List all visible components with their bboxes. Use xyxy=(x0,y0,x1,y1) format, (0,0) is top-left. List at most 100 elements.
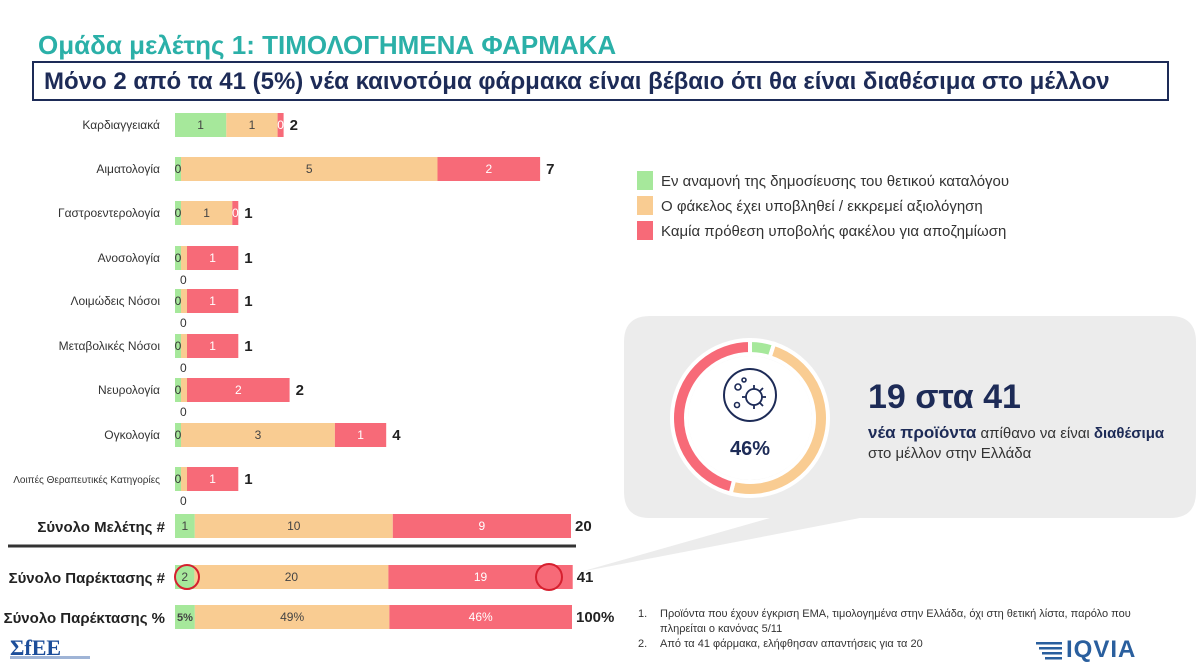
summary-value-label: 10 xyxy=(287,519,301,533)
callout-rest-2: στο μέλλον στην Ελλάδα xyxy=(868,445,1032,462)
bar-segment xyxy=(187,289,239,313)
callout-subtext: νέα προϊόντα απίθανο να είναι διαθέσιμα … xyxy=(868,423,1168,464)
footnote: 1. Προϊόντα που έχουν έγκριση EMA, τιμολ… xyxy=(638,607,1158,637)
bar-total-label: 1 xyxy=(244,338,252,355)
bar-segment xyxy=(181,423,335,447)
bar-value-label: 0 xyxy=(175,206,182,220)
category-label: Λοιμώδεις Νόσοι xyxy=(70,294,160,308)
bar-segment xyxy=(181,334,187,358)
summary-label: Σύνολο Παρέκτασης % xyxy=(4,610,165,627)
legend-swatch-green xyxy=(637,171,653,190)
legend-label: Καμία πρόθεση υποβολής φακέλου για αποζη… xyxy=(661,223,1007,240)
bar-value-label: 1 xyxy=(357,428,364,442)
bar-total-label: 1 xyxy=(244,205,252,222)
bar-zero-label: 0 xyxy=(180,316,187,330)
bar-value-label: 0 xyxy=(277,118,284,132)
bar-segment xyxy=(187,246,239,270)
bar-value-label: 1 xyxy=(209,339,216,353)
bar-value-label: 0 xyxy=(175,294,182,308)
summary-value-label: 5% xyxy=(177,612,193,624)
summary-bar-segment xyxy=(194,565,389,589)
callout-text: 19 στα 41 νέα προϊόντα απίθανο να είναι … xyxy=(868,378,1168,464)
bar-zero-label: 0 xyxy=(180,405,187,419)
category-label: Αιματολογία xyxy=(96,162,160,176)
headline-box: Μόνο 2 από τα 41 (5%) νέα καινοτόμα φάρμ… xyxy=(32,61,1169,101)
summary-value-label: 9 xyxy=(479,519,486,533)
bar-value-label: 2 xyxy=(235,383,242,397)
legend-label: Ο φάκελος έχει υποβληθεί / εκκρεμεί αξιο… xyxy=(661,198,983,215)
footnote-number: 1. xyxy=(638,608,648,620)
bar-segment xyxy=(175,378,181,402)
bar-segment xyxy=(226,113,278,137)
bar-segment xyxy=(181,467,187,491)
legend-label: Εν αναμονή της δημοσίευσης του θετικού κ… xyxy=(661,173,1010,190)
highlight-circle xyxy=(174,564,200,590)
bar-segment xyxy=(175,334,181,358)
summary-bar-segment xyxy=(175,514,195,538)
summary-label: Σύνολο Παρέκτασης # xyxy=(9,570,166,587)
bar-value-label: 0 xyxy=(175,428,182,442)
bar-segment xyxy=(181,157,438,181)
bar-value-label: 0 xyxy=(175,383,182,397)
category-label: Μεταβολικές Νόσοι xyxy=(59,339,161,353)
bar-value-label: 0 xyxy=(175,162,182,176)
donut-slice xyxy=(670,337,752,496)
callout-bold-1: νέα προϊόντα xyxy=(868,423,977,442)
donut-hole xyxy=(688,356,812,480)
bar-segment xyxy=(181,201,233,225)
bar-segment xyxy=(181,289,187,313)
bar-value-label: 0 xyxy=(232,206,239,220)
callout-rest-1: απίθανο να είναι xyxy=(976,425,1094,442)
bar-total-label: 4 xyxy=(392,427,401,444)
footnote-number: 2. xyxy=(638,638,648,650)
legend-swatch-red xyxy=(637,221,653,240)
bar-total-label: 2 xyxy=(290,117,298,134)
summary-bar-segment xyxy=(389,605,572,629)
callout-headline: 19 στα 41 xyxy=(868,378,1021,416)
bar-zero-label: 0 xyxy=(180,361,187,375)
sfee-logo-underline xyxy=(10,656,90,659)
summary-bar-segment xyxy=(175,565,195,589)
bar-zero-label: 0 xyxy=(180,494,187,508)
category-label: Ανοσολογία xyxy=(98,251,160,265)
bar-value-label: 2 xyxy=(485,162,492,176)
summary-bar-segment xyxy=(194,514,393,538)
summary-value-label: 20 xyxy=(285,570,299,584)
footnote: 2. Από τα 41 φάρμακα, ελήφθησαν απαντήσε… xyxy=(638,637,1158,652)
bar-value-label: 1 xyxy=(249,118,256,132)
legend-swatch-orange xyxy=(637,196,653,215)
virus-icon xyxy=(723,368,777,422)
summary-value-label: 1 xyxy=(182,519,189,533)
bar-segment xyxy=(187,467,239,491)
iqvia-logo-text: IQVIA xyxy=(1066,636,1137,663)
footnote-text: Προϊόντα που έχουν έγκριση EMA, τιμολογη… xyxy=(660,608,1131,635)
bar-segment xyxy=(437,157,541,181)
sfee-logo: ΣfEE xyxy=(10,635,62,660)
bar-value-label: 0 xyxy=(175,472,182,486)
summary-bar-segment xyxy=(194,605,390,629)
bar-segment xyxy=(181,246,187,270)
callout-bold-2: διαθέσιμα xyxy=(1093,425,1165,442)
bar-segment xyxy=(334,423,387,447)
category-label: Καρδιαγγειακά xyxy=(82,118,160,132)
bar-zero-label: 0 xyxy=(180,273,187,287)
bar-segment xyxy=(175,289,181,313)
bar-value-label: 1 xyxy=(203,206,210,220)
headline: Μόνο 2 από τα 41 (5%) νέα καινοτόμα φάρμ… xyxy=(44,68,1110,95)
summary-total-label: 20 xyxy=(575,518,592,535)
summary-total-label: 100% xyxy=(576,609,614,626)
bar-value-label: 3 xyxy=(255,428,262,442)
bar-total-label: 7 xyxy=(546,161,554,178)
summary-value-label: 19 xyxy=(474,570,488,584)
summary-value-label: 46% xyxy=(469,610,493,624)
category-label: Νευρολογία xyxy=(98,383,160,397)
bar-value-label: 0 xyxy=(175,251,182,265)
page-supertitle: Ομάδα μελέτης 1: ΤΙΜΟΛΟΓΗΜΕΝΑ ΦΑΡΜΑΚΑ xyxy=(38,30,617,60)
bar-value-label: 1 xyxy=(209,251,216,265)
summary-label: Σύνολο Μελέτης # xyxy=(37,519,165,536)
bar-segment xyxy=(187,378,290,402)
summary-bar-segment xyxy=(175,605,195,629)
bar-value-label: 1 xyxy=(209,472,216,486)
bar-value-label: 5 xyxy=(306,162,313,176)
